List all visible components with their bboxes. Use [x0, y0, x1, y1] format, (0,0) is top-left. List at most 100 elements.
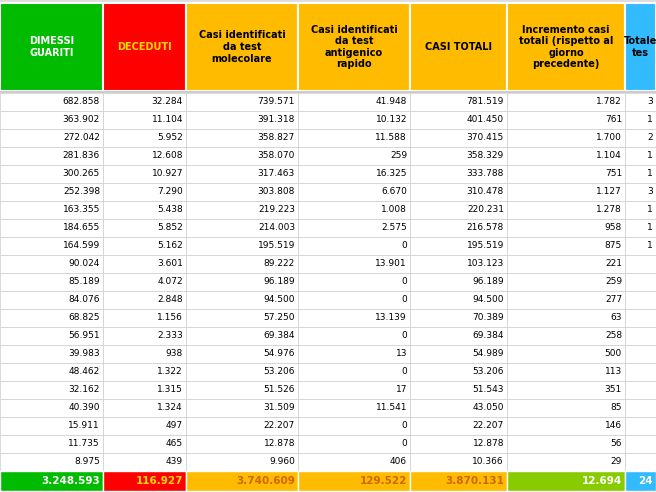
Text: 0: 0: [401, 277, 407, 286]
Text: 51.526: 51.526: [264, 386, 295, 395]
Bar: [507, 399, 625, 417]
Text: 43.050: 43.050: [472, 403, 504, 412]
Bar: [507, 237, 625, 255]
Bar: [625, 165, 656, 183]
Text: 439: 439: [166, 458, 183, 466]
Text: Casi identificati
da test
antigenico
rapido: Casi identificati da test antigenico rap…: [311, 25, 398, 69]
Text: 9.960: 9.960: [269, 458, 295, 466]
Bar: [625, 255, 656, 273]
Bar: [0, 399, 103, 417]
Bar: [298, 381, 410, 399]
Text: 51.543: 51.543: [472, 386, 504, 395]
Text: 3.870.131: 3.870.131: [445, 476, 504, 486]
Text: 40.390: 40.390: [68, 403, 100, 412]
Text: 1: 1: [647, 206, 653, 215]
Bar: [0, 111, 103, 129]
Bar: [507, 381, 625, 399]
Bar: [625, 399, 656, 417]
Text: 13.139: 13.139: [375, 313, 407, 322]
Bar: [625, 147, 656, 165]
Text: 17: 17: [396, 386, 407, 395]
Text: 24: 24: [638, 476, 653, 486]
Bar: [0, 183, 103, 201]
Bar: [625, 435, 656, 453]
Bar: [0, 471, 103, 491]
Bar: [410, 471, 507, 491]
Bar: [507, 111, 625, 129]
Bar: [298, 291, 410, 309]
Bar: [410, 255, 507, 273]
Text: 129.522: 129.522: [359, 476, 407, 486]
Text: 2.575: 2.575: [381, 223, 407, 233]
Bar: [410, 435, 507, 453]
Bar: [103, 363, 186, 381]
Bar: [298, 147, 410, 165]
Text: 303.808: 303.808: [258, 187, 295, 196]
Bar: [507, 219, 625, 237]
Text: 0: 0: [401, 422, 407, 430]
Bar: [103, 93, 186, 111]
Bar: [625, 345, 656, 363]
Text: 1.782: 1.782: [596, 97, 622, 106]
Text: 259: 259: [390, 152, 407, 160]
Bar: [186, 327, 298, 345]
Bar: [103, 291, 186, 309]
Text: 5.162: 5.162: [157, 242, 183, 250]
Bar: [103, 255, 186, 273]
Bar: [103, 165, 186, 183]
Text: 41.948: 41.948: [376, 97, 407, 106]
Bar: [507, 453, 625, 471]
Text: 32.284: 32.284: [152, 97, 183, 106]
Text: 11.588: 11.588: [375, 133, 407, 143]
Bar: [0, 327, 103, 345]
Bar: [0, 381, 103, 399]
Bar: [103, 129, 186, 147]
Text: 57.250: 57.250: [264, 313, 295, 322]
Text: 1.322: 1.322: [157, 368, 183, 376]
Text: 13.901: 13.901: [375, 259, 407, 269]
Bar: [103, 399, 186, 417]
Bar: [0, 417, 103, 435]
Bar: [0, 345, 103, 363]
Bar: [103, 471, 186, 491]
Text: 12.608: 12.608: [152, 152, 183, 160]
Text: 53.206: 53.206: [472, 368, 504, 376]
Bar: [507, 273, 625, 291]
Text: 11.735: 11.735: [68, 439, 100, 449]
Text: 401.450: 401.450: [467, 116, 504, 124]
Text: 0: 0: [401, 296, 407, 305]
Text: 333.788: 333.788: [466, 170, 504, 179]
Bar: [0, 147, 103, 165]
Bar: [625, 237, 656, 255]
Bar: [103, 435, 186, 453]
Bar: [410, 399, 507, 417]
Text: 214.003: 214.003: [258, 223, 295, 233]
Bar: [507, 363, 625, 381]
Bar: [507, 291, 625, 309]
Bar: [186, 201, 298, 219]
Bar: [186, 219, 298, 237]
Text: 370.415: 370.415: [467, 133, 504, 143]
Bar: [298, 273, 410, 291]
Text: 497: 497: [166, 422, 183, 430]
Text: 1.008: 1.008: [381, 206, 407, 215]
Bar: [507, 165, 625, 183]
Text: 258: 258: [605, 332, 622, 340]
Bar: [103, 219, 186, 237]
Bar: [625, 453, 656, 471]
Text: 85: 85: [611, 403, 622, 412]
Bar: [103, 201, 186, 219]
Bar: [186, 309, 298, 327]
Text: 85.189: 85.189: [68, 277, 100, 286]
Bar: [103, 345, 186, 363]
Text: 12.694: 12.694: [582, 476, 622, 486]
Bar: [103, 273, 186, 291]
Bar: [0, 237, 103, 255]
Bar: [298, 93, 410, 111]
Bar: [298, 255, 410, 273]
Bar: [103, 111, 186, 129]
Bar: [0, 273, 103, 291]
Bar: [0, 0, 656, 3]
Bar: [625, 327, 656, 345]
Bar: [625, 309, 656, 327]
